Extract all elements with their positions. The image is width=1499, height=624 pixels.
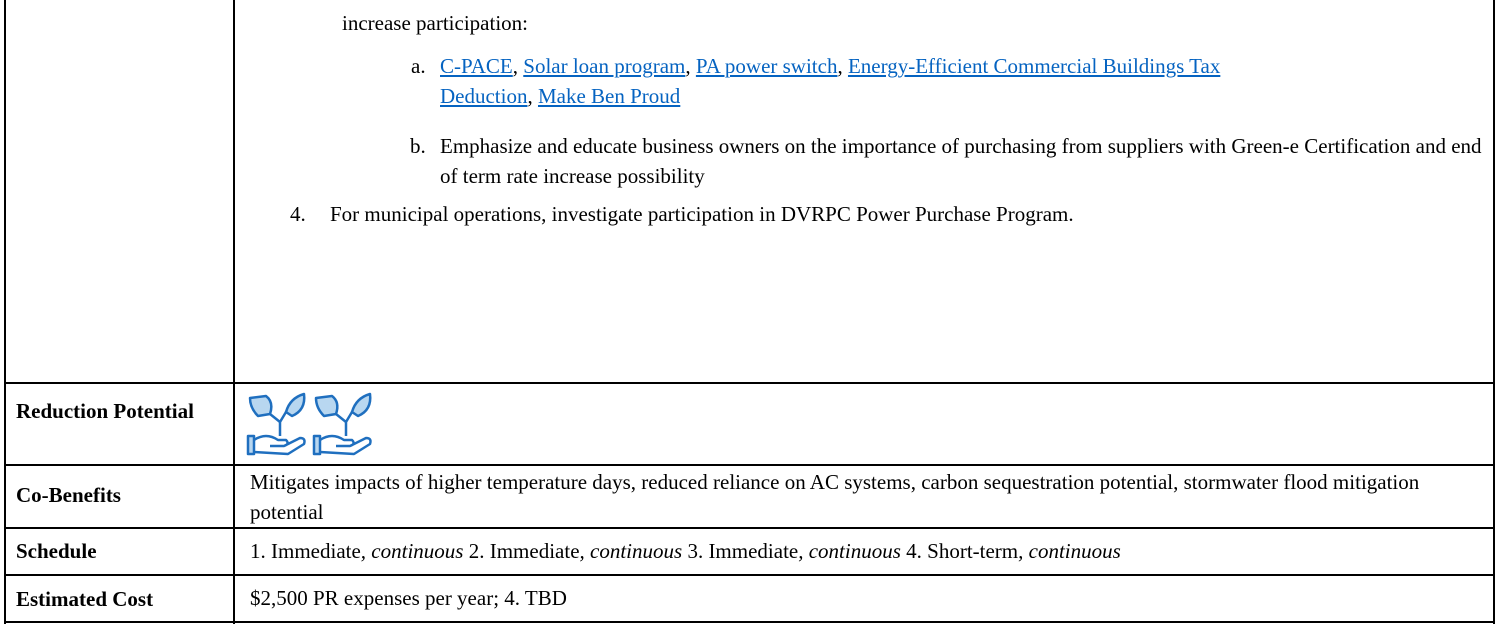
schedule-timing: 3. Immediate (687, 539, 799, 563)
plant-icon (312, 392, 372, 456)
cell-text: Mitigates impacts of higher temperature … (250, 470, 1420, 524)
link[interactable]: C-PACE (440, 54, 513, 78)
marker: 4. (290, 202, 306, 226)
item-text: For municipal operations, investigate pa… (330, 202, 1074, 226)
border (4, 621, 1495, 623)
subitem-text: Emphasize and educate business owners on… (440, 134, 1482, 188)
plant-icon (246, 392, 306, 456)
border (233, 0, 235, 624)
row-label: Estimated Cost (16, 587, 154, 611)
separator: , (512, 54, 519, 78)
border (4, 464, 1495, 466)
cell-text: $2,500 PR expenses per year; 4. TBD (250, 586, 567, 610)
schedule-mode: , continuous (798, 539, 901, 563)
link[interactable]: Energy-Efficient Commercial Buildings Ta… (440, 54, 1221, 108)
schedule: 1. Immediate, continuous 2. Immediate, c… (250, 536, 1121, 566)
marker: b. (410, 134, 426, 158)
schedule-mode: , continuous (579, 539, 683, 563)
separator: , (685, 54, 691, 78)
reduction-icons (246, 392, 372, 456)
link-list: C-PACE, Solar loan program, PA power swi… (440, 51, 1260, 111)
row-label: Schedule (16, 539, 97, 563)
schedule-timing: 1. Immediate (250, 539, 361, 563)
schedule-timing: 4. Short-term (906, 539, 1019, 563)
link[interactable]: Solar loan program (523, 54, 686, 78)
row-label: Reduction Potential (16, 399, 194, 423)
link[interactable]: PA power switch (695, 54, 838, 78)
schedule-timing: 2. Immediate (468, 539, 580, 563)
border (4, 574, 1495, 576)
link[interactable]: Make Ben Proud (537, 84, 681, 108)
border (4, 382, 1495, 384)
schedule-mode: , continuous (360, 539, 464, 563)
separator: , (527, 84, 533, 108)
schedule-mode: , continuous (1018, 539, 1121, 563)
marker: a. (411, 54, 426, 78)
border (4, 527, 1495, 529)
intro: increase participation: (342, 11, 528, 35)
border (4, 0, 6, 624)
separator: , (837, 54, 843, 78)
border (1493, 0, 1495, 624)
row-label: Co-Benefits (16, 483, 121, 507)
